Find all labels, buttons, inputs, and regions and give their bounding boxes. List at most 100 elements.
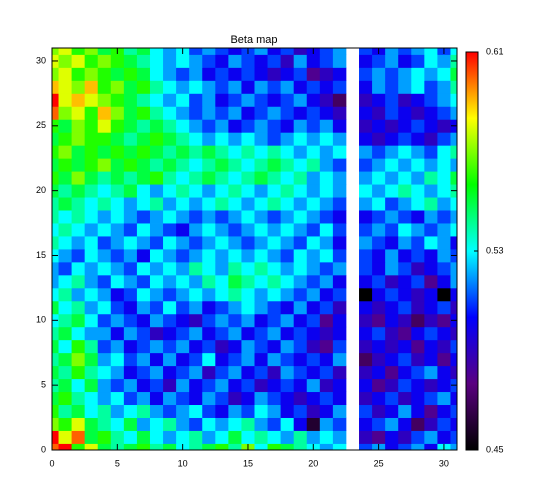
heatmap-cell bbox=[241, 184, 255, 198]
heatmap-cell bbox=[176, 184, 190, 198]
heatmap-cell bbox=[332, 93, 347, 107]
heatmap-cell bbox=[149, 119, 164, 133]
heatmap-cell bbox=[52, 93, 59, 107]
heatmap-cell bbox=[136, 106, 151, 120]
heatmap-cell bbox=[398, 287, 412, 302]
heatmap-cell bbox=[372, 171, 386, 185]
heatmap-cell bbox=[437, 313, 451, 328]
heatmap-cell bbox=[202, 67, 216, 81]
heatmap-cell bbox=[398, 313, 412, 328]
heatmap-cell bbox=[385, 145, 399, 159]
heatmap-cell bbox=[254, 236, 268, 250]
heatmap-cell bbox=[202, 236, 216, 250]
heatmap-cell bbox=[424, 197, 438, 211]
heatmap-cell bbox=[385, 261, 399, 276]
heatmap-cell bbox=[123, 119, 138, 133]
heatmap-cell bbox=[84, 48, 99, 55]
heatmap-cell bbox=[398, 80, 412, 94]
heatmap-cell bbox=[411, 443, 425, 451]
heatmap-cell bbox=[215, 300, 229, 315]
heatmap-cell bbox=[437, 261, 451, 276]
heatmap-cell bbox=[267, 339, 282, 354]
heatmap-cell bbox=[58, 93, 72, 107]
heatmap-cell bbox=[437, 430, 451, 444]
heatmap-cell bbox=[215, 287, 229, 302]
heatmap-cell bbox=[372, 236, 386, 250]
heatmap-cell bbox=[189, 67, 203, 81]
heatmap-cell bbox=[163, 210, 177, 224]
heatmap-cell bbox=[110, 378, 125, 393]
heatmap-cell bbox=[58, 261, 72, 276]
heatmap-cell bbox=[110, 417, 125, 431]
heatmap-cell bbox=[385, 197, 399, 211]
heatmap-cell bbox=[372, 404, 386, 418]
heatmap-cell bbox=[398, 404, 412, 418]
heatmap-cell bbox=[332, 378, 347, 393]
heatmap-cell bbox=[319, 132, 334, 146]
heatmap-cell bbox=[241, 261, 255, 276]
heatmap-cell bbox=[97, 274, 112, 289]
heatmap-cell bbox=[424, 287, 438, 302]
heatmap-cell bbox=[163, 145, 177, 159]
heatmap-cell bbox=[97, 184, 112, 198]
heatmap-cell bbox=[450, 171, 458, 185]
heatmap-cell bbox=[398, 158, 412, 172]
heatmap-cell bbox=[398, 48, 412, 55]
heatmap-cell bbox=[176, 249, 190, 263]
heatmap-cell bbox=[267, 404, 282, 418]
heatmap-cell bbox=[228, 404, 242, 418]
heatmap-cell bbox=[163, 184, 177, 198]
heatmap-cell bbox=[306, 67, 321, 81]
heatmap-cell bbox=[110, 184, 125, 198]
heatmap-cell bbox=[254, 378, 268, 393]
heatmap-cell bbox=[71, 210, 86, 224]
heatmap-cell bbox=[450, 236, 458, 250]
heatmap-cell bbox=[189, 106, 203, 120]
heatmap-cell bbox=[58, 132, 72, 146]
heatmap-cell bbox=[71, 274, 86, 289]
heatmap-cell bbox=[359, 184, 373, 198]
heatmap-cell bbox=[176, 365, 190, 380]
heatmap-cell bbox=[411, 378, 425, 393]
heatmap-cell bbox=[293, 119, 308, 133]
heatmap-cell bbox=[359, 119, 373, 133]
heatmap-cell bbox=[450, 417, 458, 431]
heatmap-cell bbox=[136, 119, 151, 133]
heatmap-cell bbox=[110, 339, 125, 354]
heatmap-cell bbox=[293, 223, 308, 237]
heatmap-cell bbox=[319, 378, 334, 393]
heatmap-cell bbox=[254, 223, 268, 237]
heatmap-cell bbox=[437, 210, 451, 224]
heatmap-cell bbox=[359, 300, 373, 315]
heatmap-cell bbox=[385, 184, 399, 198]
heatmap-cell bbox=[163, 339, 177, 354]
heatmap-cell bbox=[437, 106, 451, 120]
heatmap-cell bbox=[241, 210, 255, 224]
heatmap-cell bbox=[437, 417, 451, 431]
heatmap-cell bbox=[123, 158, 138, 172]
heatmap-cell bbox=[306, 197, 321, 211]
heatmap-cell bbox=[254, 93, 268, 107]
heatmap-cell bbox=[293, 378, 308, 393]
heatmap-cell bbox=[254, 287, 268, 302]
heatmap-cell bbox=[437, 378, 451, 393]
heatmap-cell bbox=[228, 313, 242, 328]
heatmap-cell bbox=[110, 404, 125, 418]
heatmap-cell bbox=[97, 417, 112, 431]
heatmap-cell bbox=[319, 326, 334, 341]
heatmap-cell bbox=[359, 365, 373, 380]
heatmap-cell bbox=[71, 365, 86, 380]
heatmap-cell bbox=[450, 145, 458, 159]
heatmap-cell bbox=[319, 184, 334, 198]
heatmap-cell bbox=[319, 158, 334, 172]
heatmap-cell bbox=[58, 443, 72, 451]
x-tick-label: 30 bbox=[439, 458, 449, 468]
heatmap-cell bbox=[84, 80, 99, 94]
heatmap-cell bbox=[398, 352, 412, 367]
heatmap-cell bbox=[97, 430, 112, 444]
heatmap-cell bbox=[71, 67, 86, 81]
heatmap-cell bbox=[52, 404, 59, 418]
heatmap-cell bbox=[385, 274, 399, 289]
heatmap-cell bbox=[411, 80, 425, 94]
heatmap-cell bbox=[136, 378, 151, 393]
